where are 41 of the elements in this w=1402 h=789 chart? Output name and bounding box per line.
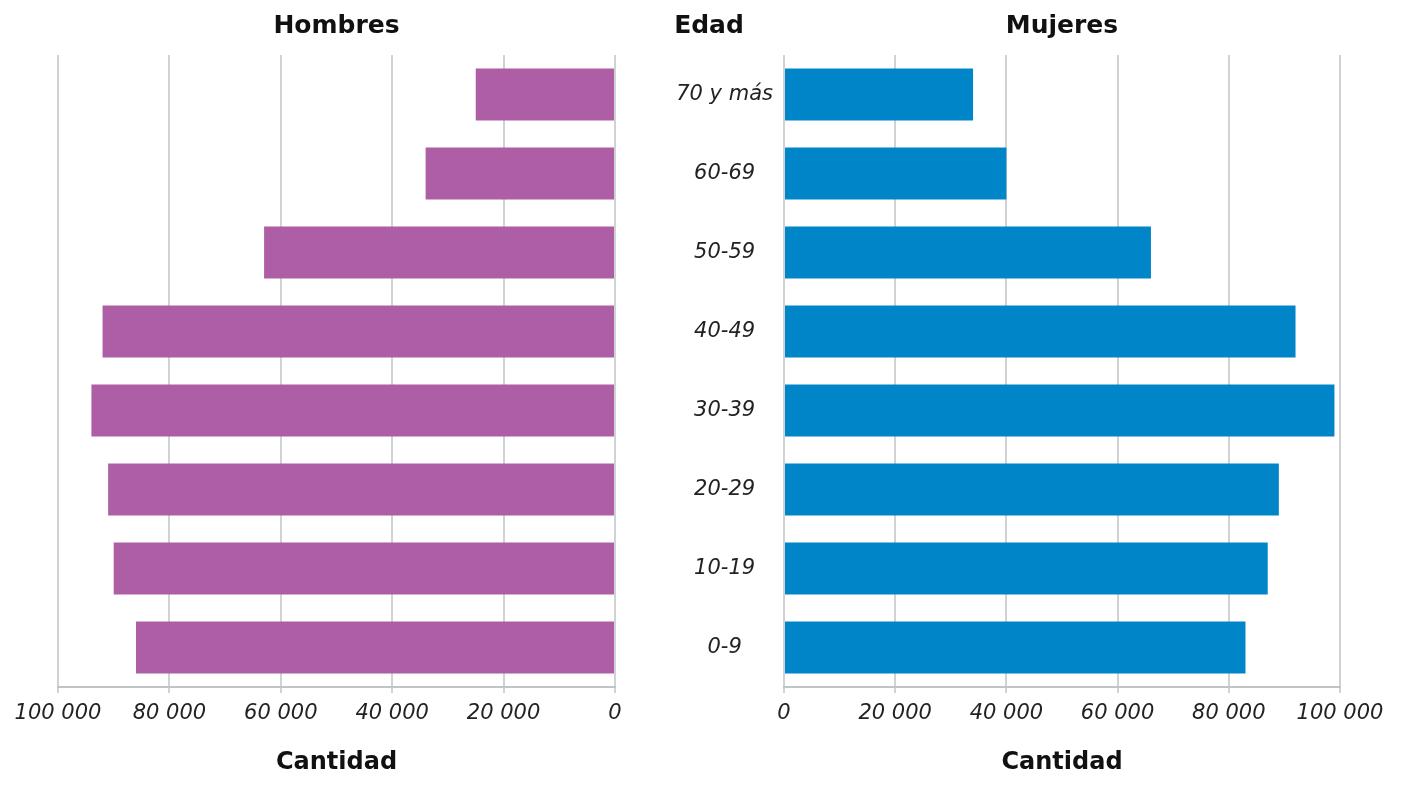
bar [108,463,614,516]
bar [135,621,614,674]
bar [785,147,1007,200]
bar [785,305,1296,358]
x-tick-label: 100 000 [14,700,102,725]
y-tick-label: 40-49 [694,317,756,342]
x-tick-label: 40 000 [969,700,1044,725]
bar [785,384,1335,437]
y-tick-label: 60-69 [694,159,756,184]
bar [113,542,614,595]
x-axis-title: Cantidad [275,746,398,775]
y-tick-label: 70 y más [676,80,774,105]
y-axis-title: Edad [674,10,744,39]
chart-title: Mujeres [1005,10,1119,39]
bar [785,621,1246,674]
bar [264,226,614,279]
bar [785,542,1268,595]
x-tick-label: 60 000 [244,700,318,725]
x-axis-title: Cantidad [1001,746,1123,775]
y-tick-label: 30-39 [694,396,756,421]
bar [785,226,1151,279]
chart-title: Hombres [273,10,400,39]
x-tick-label: 60 000 [1080,700,1155,725]
y-tick-label: 0-9 [707,633,742,658]
bar [102,305,614,358]
x-tick-label: 100 000 [1296,700,1384,725]
x-tick-label: 20 000 [858,700,932,725]
bar [91,384,614,437]
x-tick-label: 80 000 [132,700,207,725]
x-tick-label: 40 000 [355,700,429,725]
x-tick-label: 20 000 [466,700,541,725]
y-tick-label: 50-59 [694,238,756,263]
bar [785,68,974,121]
bar [475,68,614,121]
x-tick-label: 0 [608,700,622,725]
bar [425,147,614,200]
x-tick-label: 0 [777,700,791,725]
y-tick-label: 20-29 [694,475,756,500]
x-tick-label: 80 000 [1192,700,1266,725]
y-tick-label: 10-19 [694,554,756,579]
bar [785,463,1279,516]
